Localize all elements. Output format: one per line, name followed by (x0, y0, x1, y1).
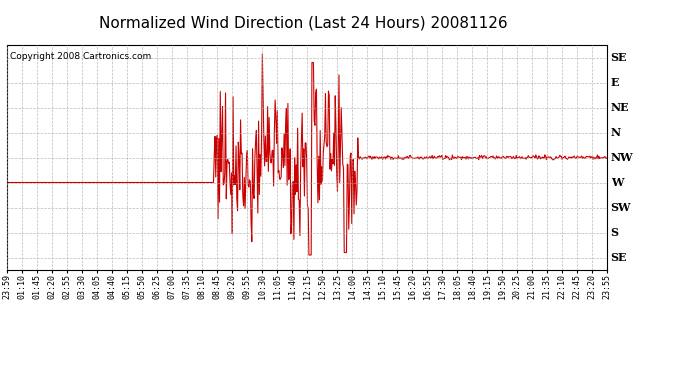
Text: Normalized Wind Direction (Last 24 Hours) 20081126: Normalized Wind Direction (Last 24 Hours… (99, 15, 508, 30)
Text: S: S (611, 227, 619, 238)
Text: SW: SW (611, 202, 631, 213)
Text: E: E (611, 77, 619, 88)
Text: NE: NE (611, 102, 629, 113)
Text: N: N (611, 127, 621, 138)
Text: SE: SE (611, 252, 627, 263)
Text: NW: NW (611, 152, 633, 163)
Text: W: W (611, 177, 623, 188)
Text: Copyright 2008 Cartronics.com: Copyright 2008 Cartronics.com (10, 52, 151, 61)
Text: SE: SE (611, 52, 627, 63)
